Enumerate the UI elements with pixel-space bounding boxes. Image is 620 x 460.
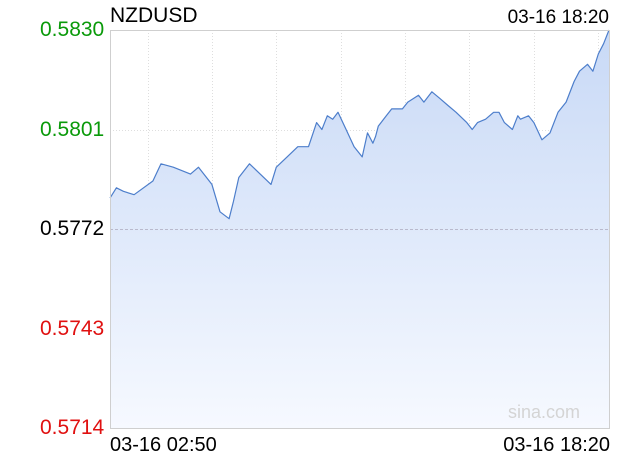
- symbol-title: NZDUSD: [110, 4, 198, 27]
- plot-frame: [110, 30, 610, 429]
- x-tick-label-1: 03-16 18:20: [503, 434, 610, 456]
- last-update-time: 03-16 18:20: [507, 7, 609, 28]
- y-tick-label-1: 0.5801: [40, 117, 105, 141]
- y-tick-label-3: 0.5743: [40, 316, 105, 340]
- y-tick-label-4: 0.5714: [40, 416, 105, 439]
- price-area-fill: [110, 30, 609, 428]
- y-tick-label-0: 0.5830: [40, 18, 105, 41]
- source-watermark: sina.com: [508, 402, 581, 422]
- x-tick-label-0: 03-16 02:50: [110, 434, 217, 456]
- price-line: [109, 29, 610, 220]
- y-tick-label-2: 0.5772: [40, 217, 105, 240]
